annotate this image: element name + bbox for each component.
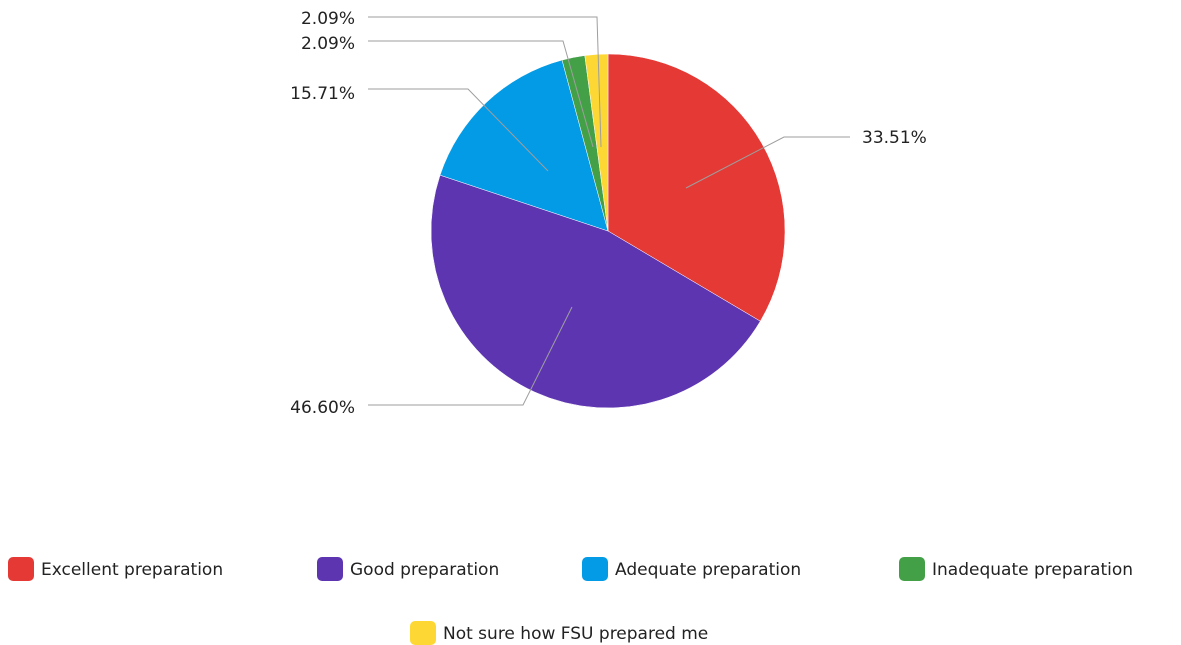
leader-line-good-preparation (368, 306, 573, 406)
legend-item-inadequate-preparation[interactable]: Inadequate preparation (899, 557, 1133, 581)
legend-label: Good preparation (350, 560, 499, 580)
leader-line-excellent-preparation (685, 136, 850, 189)
data-label-not-sure-how-fsu-prepared-me: 2.09% (301, 9, 355, 29)
leader-line-inadequate-preparation (368, 40, 594, 148)
legend-label: Adequate preparation (615, 560, 801, 580)
legend-swatch (582, 557, 608, 581)
legend-item-not-sure-how-fsu-prepared-me[interactable]: Not sure how FSU prepared me (410, 621, 708, 645)
legend-swatch (317, 557, 343, 581)
leader-line-not-sure-how-fsu-prepared-me (368, 16, 602, 148)
legend-label: Inadequate preparation (932, 560, 1133, 580)
data-label-inadequate-preparation: 2.09% (301, 34, 355, 54)
legend-item-excellent-preparation[interactable]: Excellent preparation (8, 557, 223, 581)
data-label-adequate-preparation: 15.71% (290, 84, 355, 104)
legend-swatch (410, 621, 436, 645)
legend-swatch (8, 557, 34, 581)
legend-label: Not sure how FSU prepared me (443, 624, 708, 644)
legend-item-adequate-preparation[interactable]: Adequate preparation (582, 557, 801, 581)
data-labels: 33.51% 46.60% 15.71% 2.09% 2.09% (290, 9, 927, 418)
leader-lines (368, 16, 850, 406)
pie-slices (430, 53, 786, 409)
pie-slice-adequate-preparation[interactable] (439, 59, 609, 232)
data-label-good-preparation: 46.60% (290, 398, 355, 418)
leader-line-adequate-preparation (368, 88, 549, 172)
pie-slice-not-sure-how-fsu-prepared-me[interactable] (584, 53, 609, 232)
data-label-excellent-preparation: 33.51% (862, 128, 927, 148)
legend-item-good-preparation[interactable]: Good preparation (317, 557, 499, 581)
legend: Excellent preparation Good preparation Ade… (8, 557, 1133, 645)
legend-swatch (899, 557, 925, 581)
pie-slice-excellent-preparation[interactable] (607, 53, 786, 322)
legend-label: Excellent preparation (41, 560, 223, 580)
pie-slice-good-preparation[interactable] (430, 174, 761, 409)
